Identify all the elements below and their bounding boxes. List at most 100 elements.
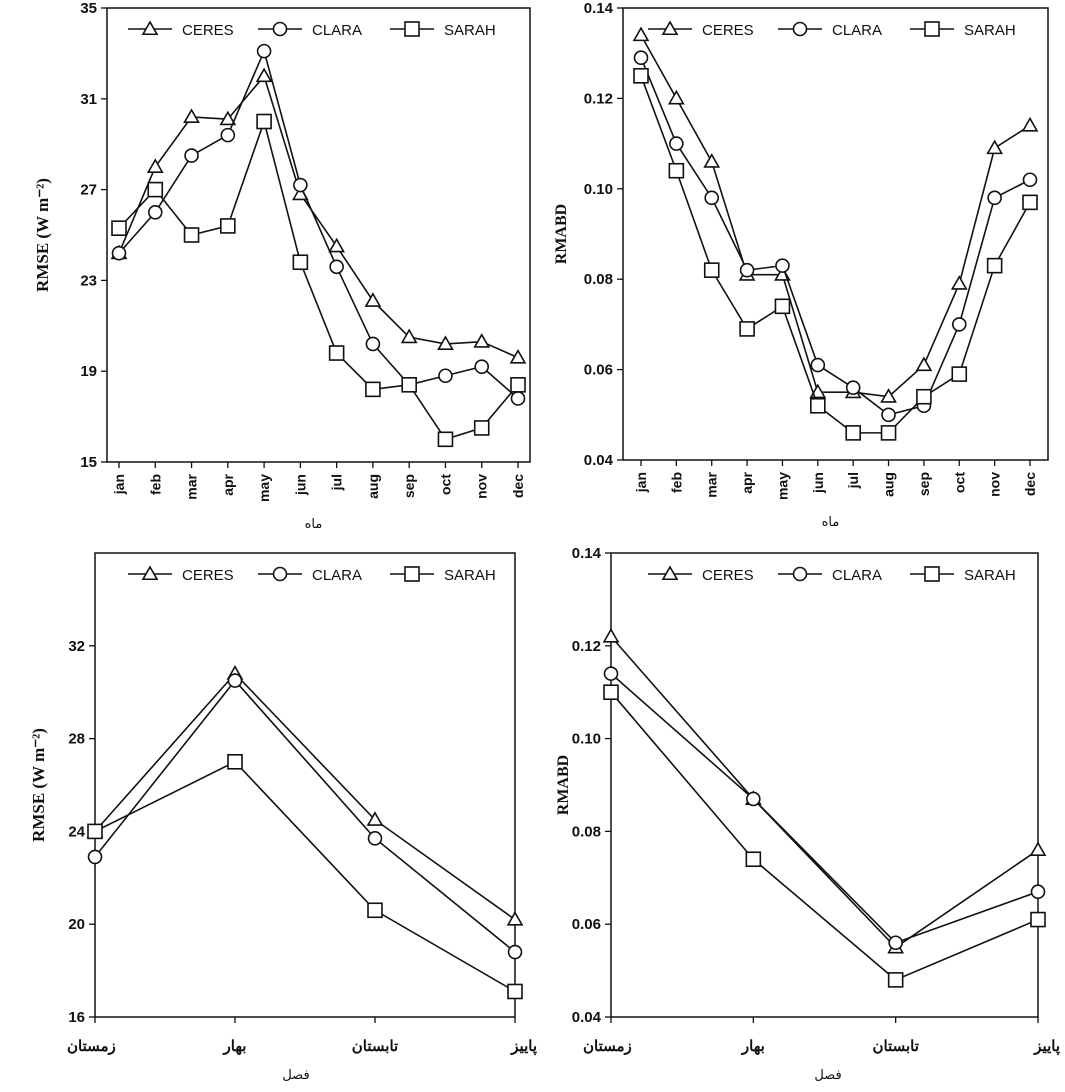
x-tick-label: aug: [881, 472, 897, 497]
chart-seasonal-rmabd: 0.04 0.06 0.08 0.10 0.12 0.14 RMABD زمستان بهار ت…: [555, 545, 1060, 1083]
legend-label: CERES: [182, 22, 234, 39]
data-point: [87, 849, 103, 865]
y-tick-label: 31: [80, 91, 97, 108]
chart-seasonal-rmse: 16 20 24 28 32 RMSE (W m⁻²) زمستان بهار تابستان پ…: [29, 552, 537, 1083]
series-line: [610, 673, 1039, 944]
series-sarah: [633, 68, 1038, 441]
x-tick-label: mar: [704, 471, 720, 497]
data-point: [845, 425, 861, 441]
x-tick-label: jun: [292, 474, 308, 496]
y-tick-label: 15: [80, 454, 97, 471]
data-point: [367, 902, 383, 919]
data-point: [1022, 194, 1038, 211]
y-tick-label: 32: [68, 638, 85, 655]
data-point: [255, 67, 273, 83]
y-tick-label: 0.06: [584, 362, 613, 379]
plot-frame: [94, 552, 516, 1018]
data-point: [603, 684, 619, 701]
data-point: [510, 391, 526, 406]
legend-label: SARAH: [444, 567, 496, 584]
data-point: [887, 972, 904, 988]
x-axis-title: ماه: [822, 515, 840, 530]
legend-marker: [661, 565, 679, 581]
legend-marker: [924, 21, 940, 37]
data-point: [951, 317, 967, 332]
data-point: [364, 292, 382, 307]
x-tick-label: nov: [987, 472, 1003, 497]
data-point: [845, 380, 861, 395]
data-point: [183, 227, 200, 243]
data-point: [987, 190, 1002, 206]
x-axis: زمستان بهار تابستان پاییز: [67, 1017, 537, 1056]
y-tick-label: 0.12: [584, 90, 613, 107]
y-tick-label: 0.14: [572, 545, 602, 562]
data-point: [602, 627, 620, 643]
x-tick-label: dec: [510, 474, 526, 498]
y-tick-label: 19: [80, 363, 97, 380]
data-point: [1021, 116, 1039, 132]
series-line: [640, 57, 1031, 416]
y-axis: 0.04 0.06 0.08 0.10 0.12 0.14: [572, 545, 611, 1026]
data-point: [1029, 841, 1047, 857]
legend-marker: [141, 20, 159, 36]
data-point: [950, 275, 968, 290]
data-point: [328, 237, 346, 253]
data-point: [400, 328, 418, 344]
x-tick-label: jul: [845, 472, 861, 489]
data-point: [473, 420, 490, 436]
legend-marker: [792, 566, 808, 582]
data-point: [473, 333, 491, 348]
series-line: [94, 760, 516, 993]
series-line: [118, 118, 519, 441]
series-line: [94, 679, 516, 953]
legend-label: CERES: [182, 567, 234, 584]
legend: CERES CLARA SARAH: [648, 20, 1016, 39]
data-point: [507, 983, 523, 1000]
y-tick-label: 27: [80, 182, 97, 199]
data-point: [704, 190, 720, 206]
data-point: [510, 377, 526, 393]
data-point: [111, 245, 127, 261]
data-point: [703, 153, 721, 168]
data-point: [292, 254, 309, 271]
legend-marker: [792, 21, 808, 37]
data-point: [293, 177, 308, 193]
data-point: [111, 220, 127, 236]
series-clara: [603, 666, 1046, 951]
x-tick-label: mar: [184, 473, 200, 499]
data-point: [401, 377, 417, 393]
series-line: [610, 635, 1039, 949]
legend-marker: [924, 566, 940, 582]
data-point: [810, 357, 826, 373]
series-clara: [111, 43, 526, 406]
data-point: [881, 407, 896, 423]
y-tick-label: 20: [68, 916, 85, 933]
data-point: [184, 148, 199, 163]
data-point: [438, 368, 453, 384]
y-tick-label: 0.06: [572, 916, 601, 933]
series-line: [610, 691, 1039, 981]
data-point: [986, 139, 1004, 155]
x-tick-label: تابستان: [352, 1038, 398, 1055]
legend-label: CERES: [702, 567, 754, 584]
series-sarah: [87, 753, 523, 1000]
legend-marker: [404, 566, 420, 582]
x-axis-title: ماه: [305, 517, 323, 532]
series-ceres: [632, 26, 1039, 403]
y-tick-label: 0.08: [572, 823, 601, 840]
legend-label: SARAH: [964, 22, 1016, 39]
data-point: [703, 262, 720, 278]
x-tick-label: بهار: [741, 1038, 765, 1055]
y-tick-label: 16: [68, 1009, 85, 1026]
data-point: [365, 381, 381, 398]
data-point: [365, 336, 381, 352]
y-axis: 0.04 0.06 0.08 0.10 0.12 0.14: [584, 0, 623, 469]
y-tick-label: 0.10: [572, 731, 601, 748]
y-axis: 15 19 23 27 31 35: [80, 0, 107, 471]
series-ceres: [86, 665, 524, 926]
plot-frame: [610, 552, 1039, 1018]
y-axis-title: RMABD: [553, 204, 570, 264]
y-axis-title: RMSE (W m⁻²): [33, 178, 52, 292]
